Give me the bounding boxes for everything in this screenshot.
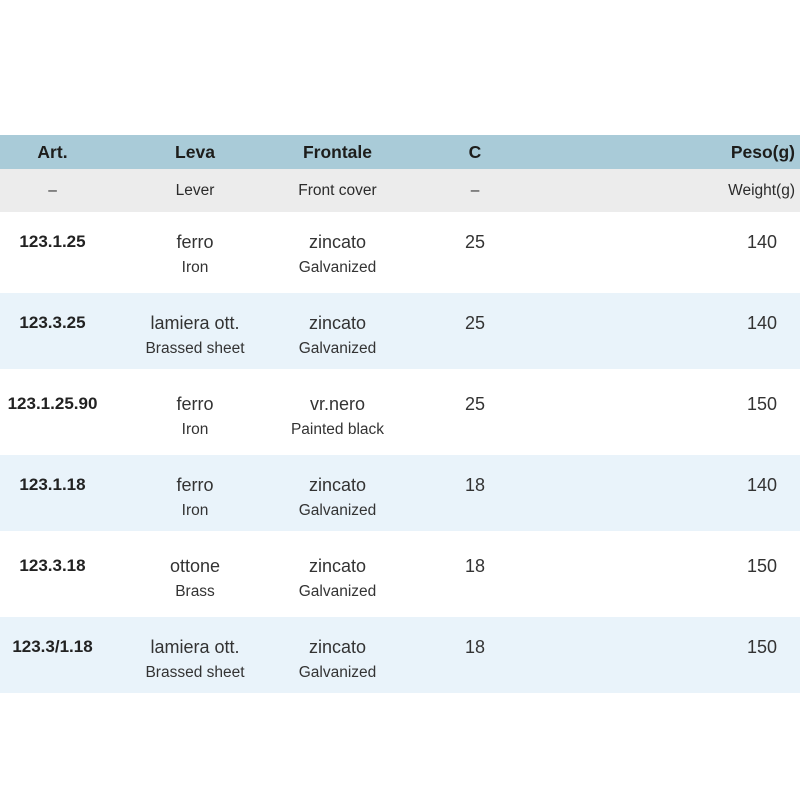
leva-italian: ferro bbox=[176, 394, 214, 414]
cell-leva: ferro Iron bbox=[105, 371, 285, 455]
frontale-english: Galvanized bbox=[298, 502, 377, 519]
frontale-italian: vr.nero bbox=[309, 394, 366, 414]
cell-frontale: zincato Galvanized bbox=[285, 452, 390, 536]
product-spec-table: Art. Leva Frontale C Peso(g) – Lever Fro… bbox=[0, 135, 800, 698]
column-subheader-frontale: Front cover bbox=[285, 169, 390, 212]
cell-leva: lamiera ott. Brassed sheet bbox=[105, 290, 285, 374]
cell-leva: ferro Iron bbox=[105, 212, 285, 293]
cell-art: 123.3.18 bbox=[0, 533, 105, 617]
header-row: Art. Leva Frontale C Peso(g) bbox=[0, 135, 800, 169]
column-subheader-leva: Lever bbox=[105, 169, 285, 212]
table-row: 123.3.25 lamiera ott. Brassed sheet zinc… bbox=[0, 290, 800, 374]
cell-art: 123.3/1.18 bbox=[0, 614, 105, 698]
column-header-peso: Peso(g) bbox=[560, 135, 800, 169]
frontale-italian: zincato bbox=[308, 232, 367, 252]
leva-english: Brassed sheet bbox=[145, 664, 245, 681]
table-row: 123.1.25 ferro Iron zincato Galvanized 2… bbox=[0, 212, 800, 293]
column-header-art: Art. bbox=[0, 135, 105, 169]
cell-peso: 150 bbox=[560, 614, 800, 698]
leva-english: Iron bbox=[181, 421, 209, 438]
frontale-english: Galvanized bbox=[298, 583, 377, 600]
cell-frontale: zincato Galvanized bbox=[285, 212, 390, 293]
subheader-row: – Lever Front cover – Weight(g) bbox=[0, 169, 800, 212]
leva-english: Iron bbox=[181, 502, 209, 519]
leva-italian: lamiera ott. bbox=[150, 313, 240, 333]
leva-english: Brassed sheet bbox=[145, 340, 245, 357]
frontale-english: Galvanized bbox=[298, 259, 377, 276]
cell-art: 123.3.25 bbox=[0, 290, 105, 374]
cell-peso: 140 bbox=[560, 212, 800, 293]
leva-italian: lamiera ott. bbox=[150, 637, 240, 657]
cell-frontale: zincato Galvanized bbox=[285, 290, 390, 374]
frontale-english: Galvanized bbox=[298, 664, 377, 681]
cell-leva: ottone Brass bbox=[105, 533, 285, 617]
frontale-italian: zincato bbox=[308, 637, 367, 657]
cell-peso: 150 bbox=[560, 533, 800, 617]
column-header-leva: Leva bbox=[105, 135, 285, 169]
cell-c: 18 bbox=[390, 614, 560, 698]
column-header-frontale: Frontale bbox=[285, 135, 390, 169]
cell-frontale: zincato Galvanized bbox=[285, 533, 390, 617]
leva-english: Brass bbox=[175, 583, 215, 600]
cell-leva: lamiera ott. Brassed sheet bbox=[105, 614, 285, 698]
frontale-english: Galvanized bbox=[298, 340, 377, 357]
frontale-italian: zincato bbox=[308, 313, 367, 333]
cell-c: 25 bbox=[390, 371, 560, 455]
cell-peso: 150 bbox=[560, 371, 800, 455]
leva-english: Iron bbox=[181, 259, 209, 276]
table-row: 123.3/1.18 lamiera ott. Brassed sheet zi… bbox=[0, 614, 800, 698]
cell-frontale: vr.nero Painted black bbox=[285, 371, 390, 455]
table-row: 123.3.18 ottone Brass zincato Galvanized… bbox=[0, 533, 800, 617]
leva-italian: ferro bbox=[176, 475, 214, 495]
cell-peso: 140 bbox=[560, 290, 800, 374]
cell-peso: 140 bbox=[560, 452, 800, 536]
column-subheader-peso: Weight(g) bbox=[560, 169, 800, 212]
cell-c: 25 bbox=[390, 290, 560, 374]
leva-italian: ottone bbox=[169, 556, 221, 576]
cell-c: 25 bbox=[390, 212, 560, 293]
table-row: 123.1.25.90 ferro Iron vr.nero Painted b… bbox=[0, 371, 800, 455]
cell-leva: ferro Iron bbox=[105, 452, 285, 536]
table-body: 123.1.25 ferro Iron zincato Galvanized 2… bbox=[0, 212, 800, 698]
cell-frontale: zincato Galvanized bbox=[285, 614, 390, 698]
column-header-c: C bbox=[390, 135, 560, 169]
cell-art: 123.1.25 bbox=[0, 212, 105, 293]
cell-art: 123.1.18 bbox=[0, 452, 105, 536]
table-row: 123.1.18 ferro Iron zincato Galvanized 1… bbox=[0, 452, 800, 536]
column-subheader-c: – bbox=[390, 169, 560, 212]
column-subheader-art: – bbox=[0, 169, 105, 212]
cell-c: 18 bbox=[390, 533, 560, 617]
frontale-italian: zincato bbox=[308, 556, 367, 576]
cell-c: 18 bbox=[390, 452, 560, 536]
frontale-italian: zincato bbox=[308, 475, 367, 495]
cell-art: 123.1.25.90 bbox=[0, 371, 105, 455]
leva-italian: ferro bbox=[176, 232, 214, 252]
frontale-english: Painted black bbox=[290, 421, 385, 438]
